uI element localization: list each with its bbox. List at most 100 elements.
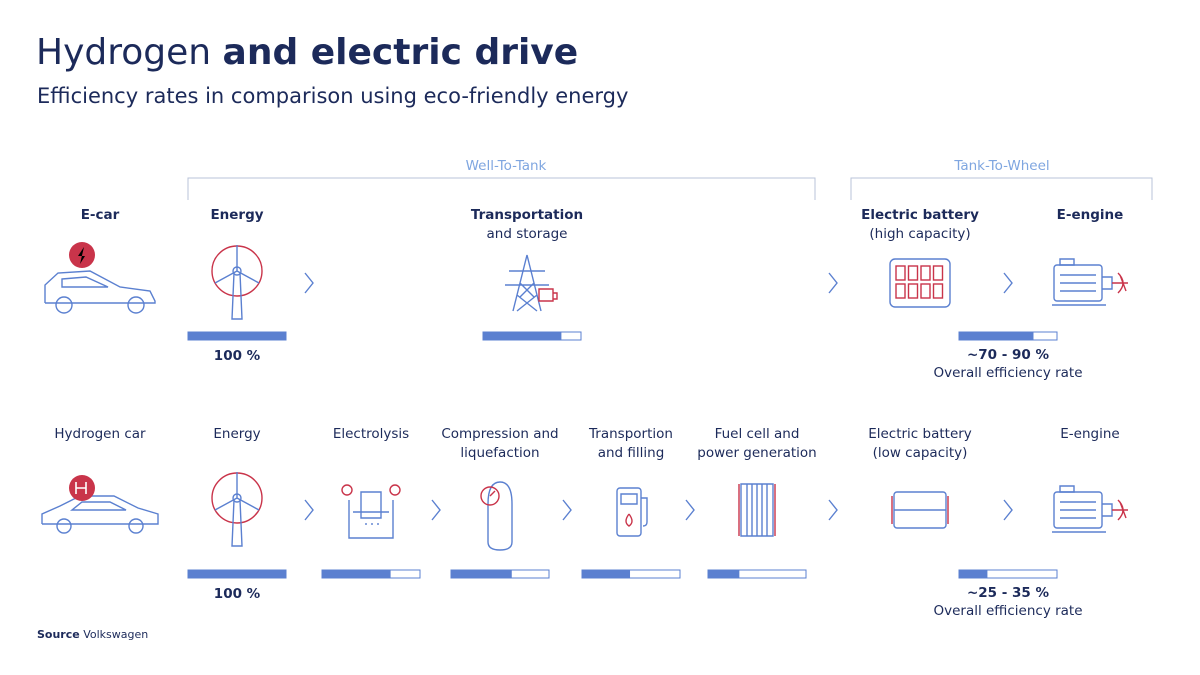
bar (451, 570, 512, 578)
chevron (828, 499, 838, 521)
icon-part (505, 254, 549, 312)
step-subtitle: liquefaction (460, 445, 539, 461)
icon-part (75, 482, 87, 494)
icon-part (341, 484, 353, 496)
title-bold: and electric drive (223, 32, 579, 73)
phase-label: Well-To-Tank (466, 158, 547, 174)
bar (959, 570, 988, 578)
icon-part (538, 288, 558, 302)
step-icon (480, 481, 513, 551)
source-text: Volkswagen (83, 628, 148, 641)
icon-part (128, 518, 144, 534)
icon-part (895, 265, 906, 281)
icon-part (56, 518, 72, 534)
icon-part (55, 296, 73, 314)
icon-part (625, 513, 633, 527)
icon-part (480, 486, 500, 506)
subtitle: Efficiency rates in comparison using eco… (37, 84, 628, 108)
icon-part (232, 266, 242, 276)
icon-part (932, 265, 944, 281)
icon-part (1112, 499, 1128, 521)
icon-part (616, 487, 642, 537)
icon-part (920, 265, 931, 281)
overall-caption: Overall efficiency rate (933, 365, 1082, 381)
icon-part (1112, 272, 1128, 294)
icon-part (232, 493, 242, 503)
icon-part (127, 296, 145, 314)
overall-label: ~70 - 90 % (967, 347, 1050, 363)
icon-part (907, 283, 919, 299)
step-title: Electric battery (868, 426, 972, 442)
chevron (1003, 499, 1013, 521)
car-icon (44, 242, 156, 314)
bar (322, 570, 391, 578)
chevron (431, 499, 441, 521)
icon-part (889, 258, 951, 308)
step-title: Transportation (471, 207, 583, 223)
bar (188, 332, 286, 340)
phase-bracket (850, 177, 1153, 200)
overall-label: ~25 - 35 % (967, 585, 1050, 601)
step-title: Fuel cell and (715, 426, 800, 442)
icon-part (932, 283, 944, 299)
step-icon (211, 245, 263, 320)
step-subtitle: power generation (697, 445, 816, 461)
phase-bracket (187, 177, 816, 200)
step-subtitle: (low capacity) (873, 445, 968, 461)
icon-part (214, 472, 260, 547)
icon-part (620, 493, 648, 527)
step-icon (738, 483, 776, 537)
icon-part (738, 484, 776, 536)
icon-part (348, 491, 394, 539)
chevron (304, 272, 314, 294)
icon-part (44, 270, 156, 304)
source: Source Volkswagen (37, 628, 148, 641)
bar (188, 570, 286, 578)
chevron (828, 272, 838, 294)
overall-caption: Overall efficiency rate (933, 603, 1082, 619)
bar (708, 570, 740, 578)
icon-part (41, 495, 159, 525)
icon-part (487, 481, 513, 551)
step-icon (505, 254, 558, 312)
icon-part (489, 490, 496, 497)
step-title: Electric battery (861, 207, 979, 223)
step-title: E-engine (1057, 207, 1124, 223)
step-icon (211, 472, 263, 547)
icon-part (1052, 258, 1113, 306)
title: Hydrogen and electric drive (36, 32, 578, 73)
chevron (685, 499, 695, 521)
chevron (304, 499, 314, 521)
value-label: 100 % (214, 348, 261, 364)
step-icon (891, 491, 949, 529)
step-icon (1052, 258, 1128, 306)
title-light: Hydrogen (36, 32, 211, 73)
step-title: Electrolysis (333, 426, 409, 442)
icon-part (214, 245, 260, 320)
step-title: Compression and (441, 426, 558, 442)
icon-part (1052, 485, 1113, 533)
chevron (562, 499, 572, 521)
step-title: Energy (213, 426, 260, 442)
icon-part (78, 247, 85, 264)
step-title: E-engine (1060, 426, 1119, 442)
step-title: Transportion (588, 426, 673, 442)
bar (959, 332, 1034, 340)
icon-part (389, 484, 401, 496)
step-subtitle: (high capacity) (869, 226, 970, 242)
bar (483, 332, 562, 340)
source-label: Source (37, 628, 80, 641)
icon-part (1053, 491, 1103, 529)
chevron (1003, 272, 1013, 294)
step-icon (341, 484, 401, 539)
step-icon (1052, 485, 1128, 533)
row-label: E-car (81, 207, 120, 223)
step-title: Energy (210, 207, 263, 223)
row-label: Hydrogen car (54, 426, 146, 442)
icon-part (895, 283, 906, 299)
phase-label: Tank-To-Wheel (953, 158, 1049, 174)
step-subtitle: and filling (598, 445, 665, 461)
step-subtitle: and storage (487, 226, 568, 242)
step-icon (889, 258, 951, 308)
